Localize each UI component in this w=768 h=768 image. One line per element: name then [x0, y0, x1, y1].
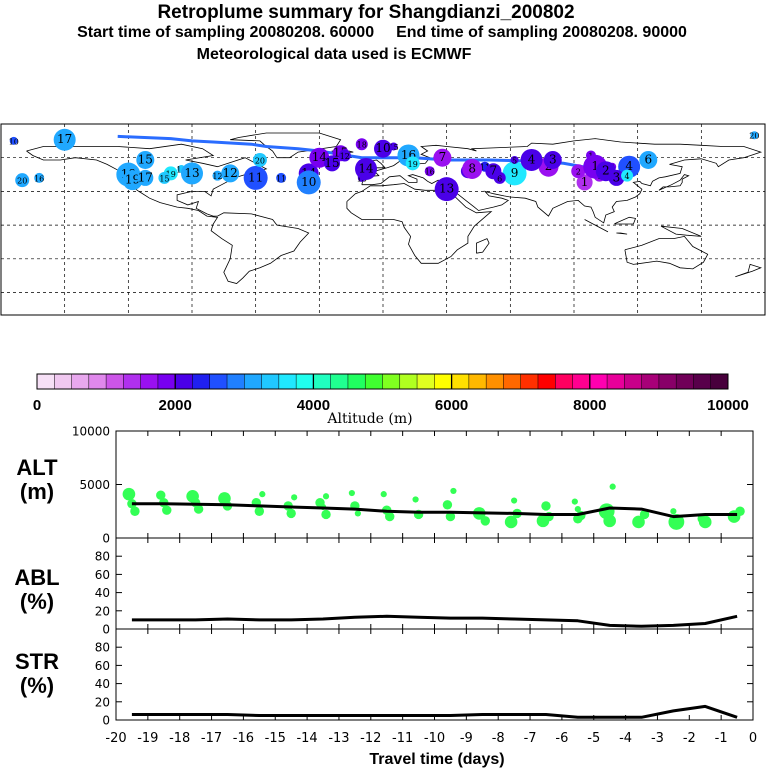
alt-scatter-point — [603, 515, 616, 528]
alt-scatter-point — [610, 484, 616, 490]
alt-ytick-label: 10000 — [72, 425, 110, 439]
alt-panel-label: ALT (m) — [2, 456, 72, 504]
alt-scatter-point — [412, 496, 418, 502]
str-ytick-label: 20 — [95, 695, 110, 709]
alt-scatter-point — [381, 491, 387, 497]
alt-scatter-point — [699, 516, 712, 529]
alt-scatter-point — [443, 500, 452, 509]
xtick-label: -2 — [683, 731, 696, 746]
xtick-label: -11 — [392, 731, 413, 746]
alt-scatter-point — [130, 507, 139, 516]
str-ytick-label: 0 — [102, 714, 110, 728]
alt-scatter-point — [349, 490, 355, 496]
alt-scatter-point — [123, 488, 136, 501]
xtick-label: -5 — [587, 731, 600, 746]
str-ytick-label: 60 — [95, 659, 110, 673]
alt-scatter-point — [162, 505, 171, 514]
xtick-label: -17 — [201, 731, 222, 746]
xtick-label: -6 — [555, 731, 568, 746]
abl-ytick-label: 40 — [95, 586, 110, 600]
alt-scatter-point — [572, 499, 578, 505]
str-panel-label: STR (%) — [2, 650, 72, 698]
xtick-label: -7 — [524, 731, 537, 746]
abl-ytick-label: 0 — [102, 623, 110, 637]
xtick-label: -15 — [265, 731, 286, 746]
xtick-label: -16 — [233, 731, 254, 746]
alt-scatter-point — [286, 509, 295, 518]
alt-scatter-point — [450, 488, 456, 494]
alt-scatter-point — [321, 510, 330, 519]
alt-scatter-point — [385, 512, 394, 521]
alt-scatter-point — [670, 508, 676, 514]
alt-name: ALT — [16, 455, 57, 480]
xaxis-label: Travel time (days) — [369, 751, 504, 768]
alt-scatter-point — [255, 507, 264, 516]
xtick-label: -8 — [492, 731, 505, 746]
abl-panel-label: ABL (%) — [2, 566, 72, 614]
xtick-label: -14 — [296, 731, 317, 746]
alt-scatter-point — [291, 494, 297, 500]
alt-panel-frame — [116, 431, 753, 538]
str-ytick-label: 80 — [95, 641, 110, 655]
alt-scatter-point — [632, 516, 645, 529]
alt-scatter-point — [505, 516, 518, 529]
alt-scatter-point — [259, 491, 265, 497]
alt-unit: (m) — [20, 479, 54, 504]
abl-ytick-label: 60 — [95, 568, 110, 582]
alt-scatter-point — [355, 510, 361, 516]
alt-scatter-point — [537, 515, 550, 528]
abl-unit: (%) — [20, 589, 54, 614]
time-series-panels: 0500010000020406080020406080-20 -19 -18 -17… — [0, 0, 768, 768]
alt-scatter-point — [511, 497, 517, 503]
abl-ytick-label: 20 — [95, 604, 110, 618]
xtick-label: 0 — [749, 731, 757, 746]
abl-ytick-label: 80 — [95, 550, 110, 564]
xtick-label: -19 — [137, 731, 158, 746]
abl-panel-frame — [116, 538, 753, 629]
alt-scatter-point — [323, 493, 329, 499]
alt-scatter-point — [728, 510, 741, 523]
xtick-label: -3 — [651, 731, 664, 746]
alt-ytick-label: 5000 — [79, 478, 110, 492]
alt-ytick-label: 0 — [102, 532, 110, 546]
xtick-label: -1 — [715, 731, 728, 746]
xtick-label: -12 — [360, 731, 381, 746]
xtick-label: -10 — [424, 731, 445, 746]
str-ytick-label: 40 — [95, 677, 110, 691]
str-panel-frame — [116, 629, 753, 720]
xtick-label: -20 — [105, 731, 126, 746]
str-series-line — [132, 706, 737, 717]
abl-name: ABL — [14, 565, 59, 590]
xtick-label: -4 — [619, 731, 632, 746]
alt-scatter-point — [541, 501, 550, 510]
str-name: STR — [15, 649, 59, 674]
xtick-label: -13 — [328, 731, 349, 746]
xtick-label: -9 — [460, 731, 473, 746]
xtick-label: -18 — [169, 731, 190, 746]
str-unit: (%) — [20, 673, 54, 698]
